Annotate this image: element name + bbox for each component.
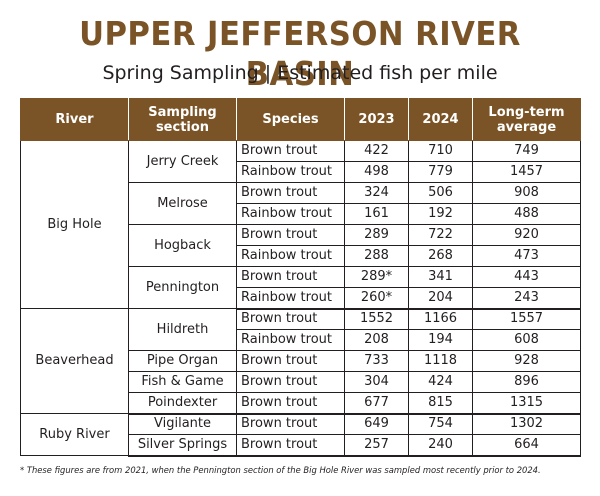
cell-species: Rainbow trout [236, 245, 345, 267]
cell-species: Rainbow trout [236, 203, 345, 225]
cell-2024: 424 [408, 371, 473, 393]
header-sampling-section: Sampling section [128, 98, 237, 141]
cell-river: Ruby River [20, 413, 129, 456]
table-row: Big Hole Jerry Creek Brown trout 422 710 749 [20, 140, 581, 309]
table-row: Melrose Brown trout 324 506 908 [21, 182, 581, 225]
table-row: Rainbow trout 208 194 608 [21, 329, 581, 351]
table-row: Pennington Brown trout 289* 341 443 [21, 266, 581, 309]
cell-2024: 722 [408, 224, 473, 246]
cell-long-term-average: 749 [472, 140, 581, 162]
table-row: Rainbow trout 498 779 1457 [21, 161, 581, 183]
cell-sampling-section: Silver Springs [128, 434, 237, 457]
cell-long-term-average: 1557 [472, 308, 581, 330]
cell-sampling-section: Melrose [128, 182, 237, 225]
table-row: Ruby River Vigilante Brown trout 649 754 1302 [20, 413, 581, 456]
cell-long-term-average: 443 [472, 266, 581, 288]
cell-species: Rainbow trout [236, 287, 345, 310]
cell-2024: 815 [408, 392, 473, 415]
cell-sampling-section: Fish & Game [128, 371, 237, 393]
table-row: Hogback Brown trout 289 722 920 [21, 224, 581, 267]
cell-long-term-average: 473 [472, 245, 581, 267]
cell-long-term-average: 488 [472, 203, 581, 225]
table-header-row: River Sampling section Species 2023 2024… [20, 98, 581, 141]
table-row: Silver Springs Brown trout 257 240 664 [21, 434, 581, 457]
cell-2024: 754 [408, 413, 473, 435]
cell-2023: 260* [344, 287, 409, 310]
cell-2023: 289* [344, 266, 409, 288]
cell-species: Brown trout [236, 140, 345, 162]
cell-sampling-section: Pennington [128, 266, 237, 309]
cell-2024: 194 [408, 329, 473, 351]
cell-2024: 204 [408, 287, 473, 310]
page-title: UPPER JEFFERSON RIVER BASIN [79, 14, 521, 93]
cell-species: Brown trout [236, 434, 345, 457]
cell-2024: 1166 [408, 308, 473, 330]
cell-long-term-average: 920 [472, 224, 581, 246]
cell-species: Brown trout [236, 392, 345, 415]
cell-species: Brown trout [236, 224, 345, 246]
cell-2024: 779 [408, 161, 473, 183]
page-subtitle: Spring Sampling | Estimated fish per mil… [102, 62, 498, 84]
table-row: Rainbow trout 260* 204 243 [21, 287, 581, 310]
footnote: * These figures are from 2021, when the … [20, 465, 541, 475]
cell-species: Brown trout [236, 182, 345, 204]
cell-2023: 498 [344, 161, 409, 183]
cell-2024: 240 [408, 434, 473, 457]
cell-long-term-average: 243 [472, 287, 581, 310]
cell-river: Big Hole [20, 140, 129, 309]
cell-2024: 268 [408, 245, 473, 267]
table-row: Poindexter Brown trout 677 815 1315 [21, 392, 581, 415]
table-row: Rainbow trout 288 268 473 [21, 245, 581, 267]
header-long-term-average: Long-term average [472, 98, 581, 141]
cell-species: Brown trout [236, 413, 345, 435]
cell-2023: 257 [344, 434, 409, 457]
cell-2023: 677 [344, 392, 409, 415]
cell-long-term-average: 608 [472, 329, 581, 351]
cell-long-term-average: 908 [472, 182, 581, 204]
header-2024: 2024 [408, 98, 473, 141]
cell-species: Brown trout [236, 350, 345, 372]
cell-long-term-average: 664 [472, 434, 581, 457]
cell-2024: 506 [408, 182, 473, 204]
cell-species: Brown trout [236, 266, 345, 288]
cell-sampling-section: Pipe Organ [128, 350, 237, 372]
cell-long-term-average: 1457 [472, 161, 581, 183]
cell-sampling-section: Hogback [128, 224, 237, 267]
cell-2023: 1552 [344, 308, 409, 330]
cell-long-term-average: 1302 [472, 413, 581, 435]
cell-long-term-average: 928 [472, 350, 581, 372]
cell-2024: 710 [408, 140, 473, 162]
cell-2024: 341 [408, 266, 473, 288]
cell-species: Rainbow trout [236, 329, 345, 351]
header-species: Species [236, 98, 345, 141]
table-body: Big Hole Jerry Creek Brown trout 422 710 749 R… [20, 140, 581, 457]
cell-sampling-section: Jerry Creek [128, 140, 237, 183]
cell-2023: 733 [344, 350, 409, 372]
cell-sampling-section: Vigilante [128, 413, 237, 435]
fish-sampling-table: River Sampling section Species 2023 2024… [20, 98, 581, 457]
table-row: Pipe Organ Brown trout 733 1118 928 [21, 350, 581, 372]
table-row: Rainbow trout 161 192 488 [21, 203, 581, 225]
cell-2023: 649 [344, 413, 409, 435]
cell-2023: 288 [344, 245, 409, 267]
cell-sampling-section: Poindexter [128, 392, 237, 415]
header-river: River [20, 98, 129, 141]
cell-2023: 161 [344, 203, 409, 225]
cell-long-term-average: 896 [472, 371, 581, 393]
cell-long-term-average: 1315 [472, 392, 581, 415]
cell-2024: 192 [408, 203, 473, 225]
cell-2023: 289 [344, 224, 409, 246]
cell-2023: 208 [344, 329, 409, 351]
cell-sampling-section: Hildreth [128, 308, 237, 351]
cell-2023: 324 [344, 182, 409, 204]
header-2023: 2023 [344, 98, 409, 141]
cell-2023: 304 [344, 371, 409, 393]
cell-2024: 1118 [408, 350, 473, 372]
cell-species: Brown trout [236, 371, 345, 393]
cell-river: Beaverhead [20, 308, 129, 414]
cell-species: Rainbow trout [236, 161, 345, 183]
table-row: Beaverhead Hildreth Brown trout 1552 1166 155… [20, 308, 581, 414]
cell-species: Brown trout [236, 308, 345, 330]
cell-2023: 422 [344, 140, 409, 162]
